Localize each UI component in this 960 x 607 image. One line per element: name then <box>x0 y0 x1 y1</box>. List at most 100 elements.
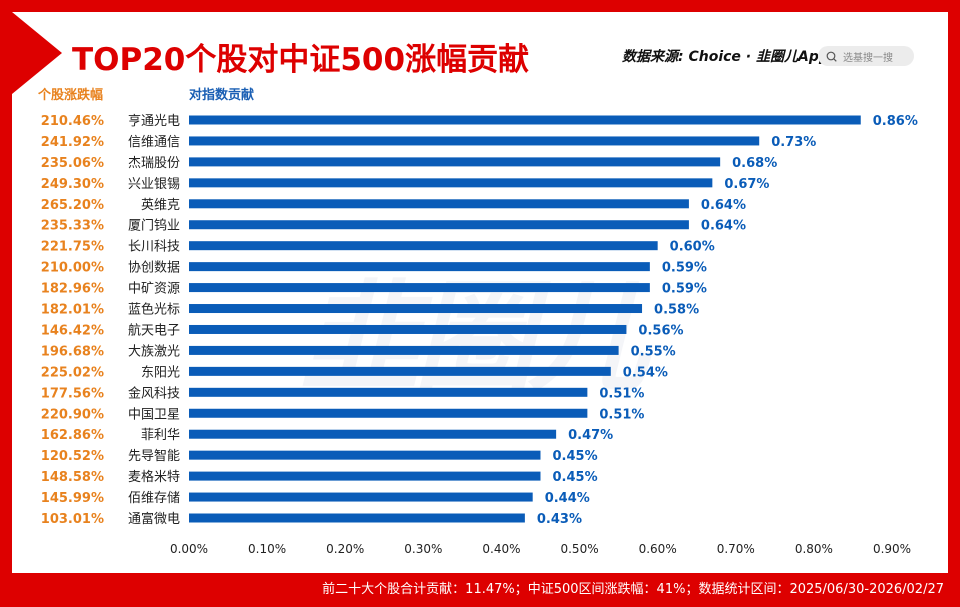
category-label: 长川科技 <box>128 240 180 255</box>
bar <box>189 471 541 481</box>
category-label: 麦格米特 <box>128 469 180 485</box>
corner-triangle <box>12 12 62 94</box>
data-source: 数据来源: Choice · 韭圈儿App <box>622 49 829 65</box>
price-change-label: 210.46% <box>41 114 104 129</box>
x-tick-label: 0.70% <box>717 542 755 556</box>
value-label: 0.58% <box>654 303 699 318</box>
price-change-label: 120.52% <box>41 449 104 464</box>
category-label: 佰维存储 <box>128 491 180 506</box>
x-tick-label: 0.00% <box>170 542 208 556</box>
bar <box>189 115 861 125</box>
value-label: 0.64% <box>701 198 746 213</box>
header-price-change: 个股涨跌幅 <box>38 88 104 103</box>
price-change-label: 210.00% <box>41 261 104 276</box>
price-change-label: 241.92% <box>41 135 104 150</box>
bar <box>189 304 643 314</box>
bar <box>189 262 650 272</box>
price-change-label: 162.86% <box>41 428 104 443</box>
value-label: 0.45% <box>553 449 598 464</box>
value-label: 0.86% <box>873 114 918 129</box>
bar <box>189 513 525 523</box>
value-label: 0.54% <box>623 365 668 380</box>
bar <box>189 324 627 334</box>
category-label: 蓝色光标 <box>128 302 180 318</box>
price-change-label: 146.42% <box>41 323 104 338</box>
category-label: 航天电子 <box>128 322 180 338</box>
value-label: 0.59% <box>662 282 707 297</box>
value-label: 0.47% <box>568 428 613 443</box>
search-icon <box>826 51 837 62</box>
bar <box>189 429 557 439</box>
bar <box>189 136 760 146</box>
category-label: 兴业银锡 <box>128 177 180 192</box>
x-tick-label: 0.10% <box>248 542 286 556</box>
value-label: 0.55% <box>631 344 676 359</box>
x-tick-label: 0.90% <box>873 542 911 556</box>
category-label: 菲利华 <box>141 428 180 443</box>
value-label: 0.45% <box>553 470 598 485</box>
category-label: 信维通信 <box>128 135 180 150</box>
category-label: 大族激光 <box>128 343 180 359</box>
price-change-label: 103.01% <box>41 512 104 527</box>
bar <box>189 241 658 251</box>
category-label: 英维克 <box>141 198 180 213</box>
category-label: 金风科技 <box>128 385 180 401</box>
price-change-label: 265.20% <box>41 198 104 213</box>
bar <box>189 450 541 460</box>
category-label: 东阳光 <box>141 365 180 380</box>
price-change-label: 249.30% <box>41 177 104 192</box>
price-change-label: 182.01% <box>41 303 104 318</box>
bar <box>189 345 619 355</box>
price-change-label: 177.56% <box>41 386 104 401</box>
value-label: 0.60% <box>670 240 715 255</box>
value-label: 0.68% <box>732 156 777 171</box>
price-change-label: 182.96% <box>41 282 104 297</box>
value-label: 0.73% <box>771 135 816 150</box>
price-change-label: 235.06% <box>41 156 104 171</box>
price-change-label: 221.75% <box>41 240 104 255</box>
category-label: 厦门钨业 <box>128 218 180 234</box>
value-label: 0.44% <box>545 491 590 506</box>
category-label: 先导智能 <box>128 449 180 464</box>
value-label: 0.59% <box>662 261 707 276</box>
price-change-label: 225.02% <box>41 365 104 380</box>
footer-note: 前二十大个股合计贡献：11.47%；中证500区间涨跌幅：41%；数据统计区间：… <box>322 582 944 597</box>
x-tick-label: 0.80% <box>795 542 833 556</box>
x-tick-label: 0.30% <box>404 542 442 556</box>
category-label: 中国卫星 <box>128 407 180 422</box>
watermark-logo: 韭圈儿 <box>300 269 648 408</box>
category-label: 通富微电 <box>128 511 180 527</box>
bar <box>189 366 611 376</box>
category-label: 亨通光电 <box>128 113 180 129</box>
x-tick-label: 0.20% <box>326 542 364 556</box>
bar <box>189 178 713 188</box>
price-change-label: 196.68% <box>41 344 104 359</box>
bar <box>189 199 689 209</box>
price-change-label: 145.99% <box>41 491 104 506</box>
page-title: TOP20个股对中证500涨幅贡献 <box>72 42 530 78</box>
category-label: 杰瑞股份 <box>128 156 180 171</box>
value-label: 0.43% <box>537 512 582 527</box>
header-contribution: 对指数贡献 <box>189 88 255 103</box>
price-change-label: 220.90% <box>41 407 104 422</box>
value-label: 0.56% <box>638 323 683 338</box>
bar <box>189 220 689 230</box>
search-input[interactable]: 选基搜一搜 <box>818 46 914 66</box>
value-label: 0.51% <box>599 386 644 401</box>
x-tick-label: 0.40% <box>482 542 520 556</box>
bar <box>189 492 533 502</box>
search-placeholder: 选基搜一搜 <box>843 52 893 64</box>
value-label: 0.51% <box>599 407 644 422</box>
category-label: 中矿资源 <box>128 282 180 297</box>
price-change-label: 235.33% <box>41 219 104 234</box>
price-change-label: 148.58% <box>41 470 104 485</box>
value-label: 0.64% <box>701 219 746 234</box>
x-tick-label: 0.60% <box>639 542 677 556</box>
bar <box>189 283 650 293</box>
x-tick-label: 0.50% <box>560 542 598 556</box>
category-label: 协创数据 <box>128 261 180 276</box>
bar <box>189 387 588 397</box>
value-label: 0.67% <box>724 177 769 192</box>
bar <box>189 157 721 167</box>
